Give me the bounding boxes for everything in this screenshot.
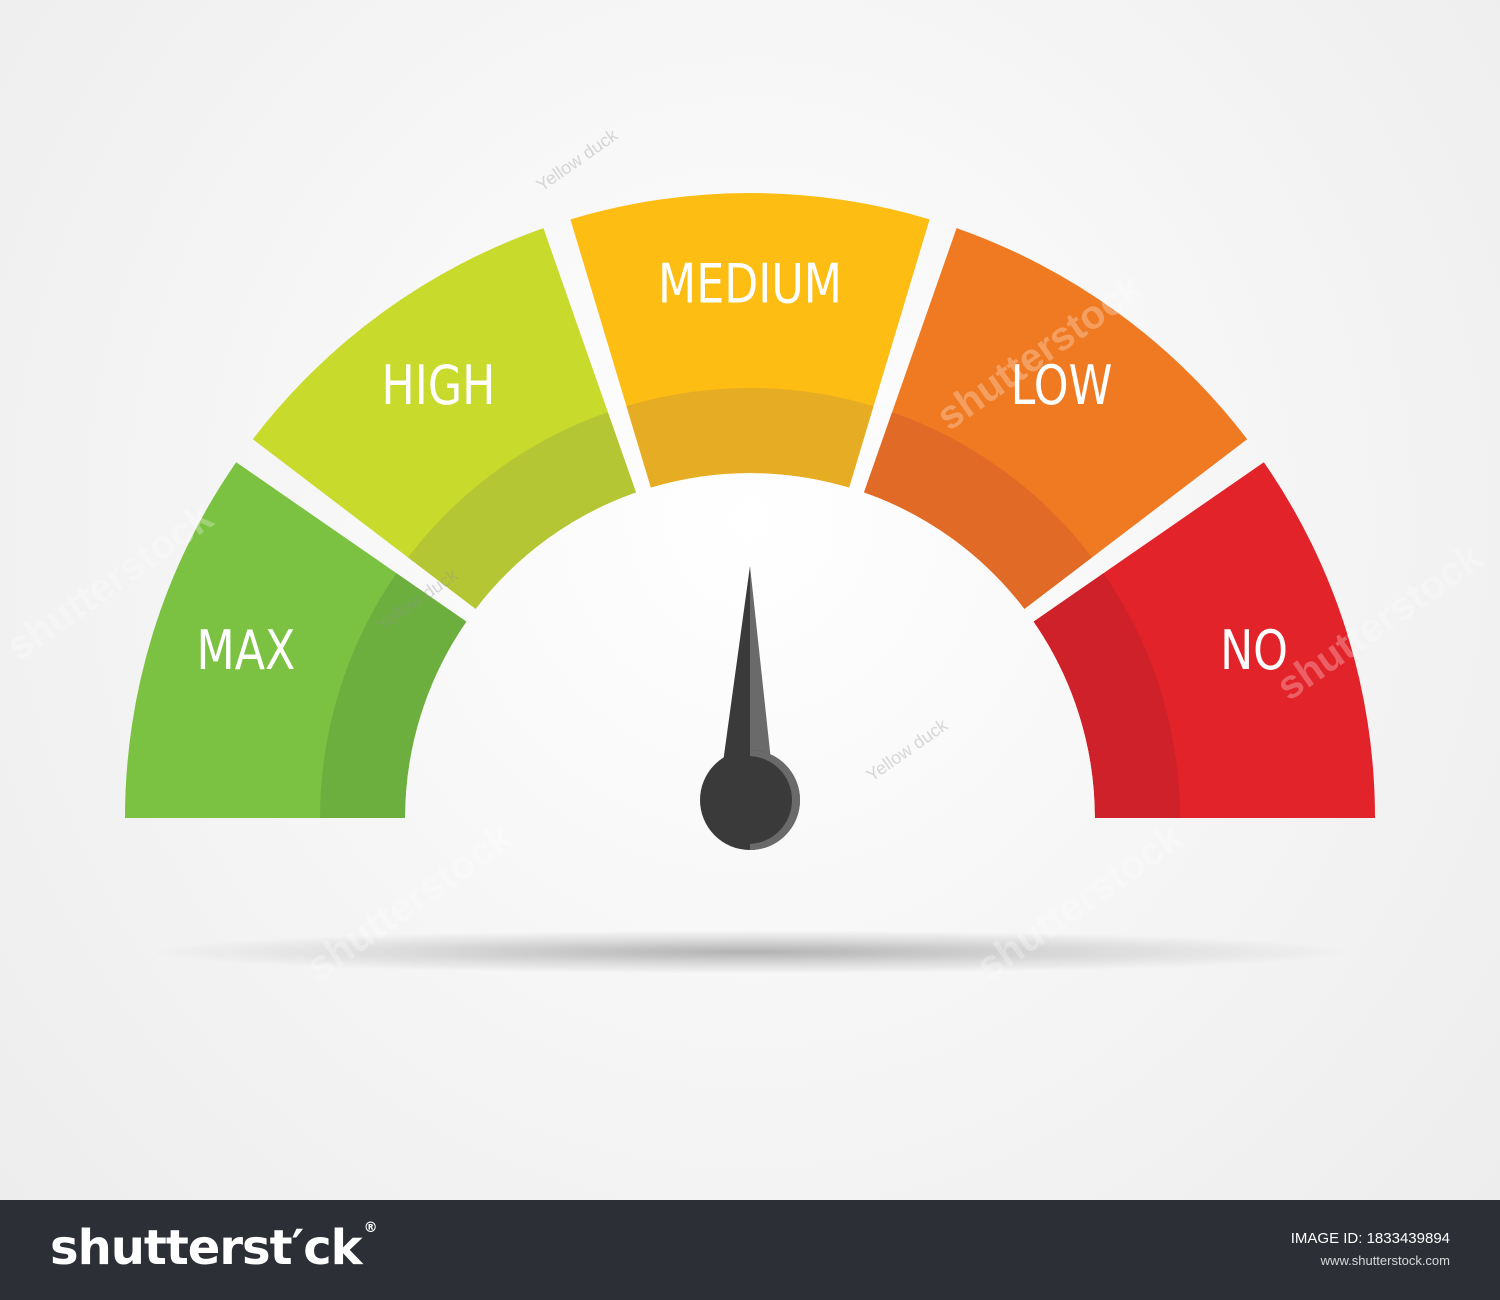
needle-shaft: [722, 566, 750, 800]
gauge-segment-inner-max: [320, 573, 467, 818]
site-url: www.shutterstock.com: [1320, 1253, 1450, 1268]
gauge-label-high: HIGH: [382, 354, 496, 417]
registered-mark-icon: ®: [363, 1220, 378, 1236]
gauge-segment-inner-high: [407, 412, 636, 609]
gauge-segments: MAX HIGH MEDIUM LOW NO: [125, 193, 1375, 818]
gauge-segment-inner-low: [864, 412, 1093, 609]
gauge-segment-inner-no: [1033, 573, 1180, 818]
gauge-label-medium: MEDIUM: [658, 252, 842, 315]
gauge-needle: [700, 566, 800, 850]
brand-logo: shutterst′ck ®: [50, 1220, 378, 1276]
image-id-block: IMAGE ID: 1833439894 www.shutterstock.co…: [1291, 1230, 1450, 1268]
gauge-label-no: NO: [1220, 619, 1288, 682]
gauge-label-low: LOW: [1011, 354, 1113, 417]
needle-shaft-highlight: [750, 566, 772, 800]
needle-pointer: [700, 566, 800, 850]
footer-bar: shutterst′ck ® IMAGE ID: 1833439894 www.s…: [0, 1200, 1500, 1300]
gauge-floor-shadow: [150, 930, 1350, 974]
gauge-segment-inner-medium: [626, 388, 874, 488]
gauge-label-max: MAX: [197, 619, 296, 682]
image-id-label: IMAGE ID: 1833439894: [1290, 1230, 1450, 1247]
needle-hub-cap: [704, 756, 792, 844]
brand-wordmark: shutterst′ck: [50, 1220, 363, 1276]
